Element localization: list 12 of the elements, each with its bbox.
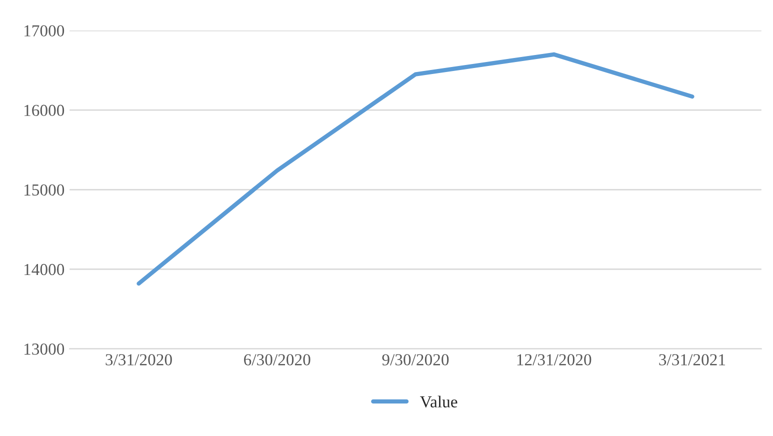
y-tick-label: 16000 — [24, 104, 64, 116]
y-tick-label: 14000 — [24, 264, 64, 276]
x-tick-label: 6/30/2020 — [244, 354, 310, 366]
line-series — [136, 52, 694, 286]
legend-label: Value — [420, 396, 458, 408]
x-tick-label: 9/30/2020 — [382, 354, 449, 366]
y-tick-label: 17000 — [24, 25, 64, 36]
x-tick-label: 12/31/2020 — [517, 354, 592, 366]
x-tick-label: 3/31/2020 — [106, 354, 172, 366]
y-tick-label: 15000 — [24, 184, 64, 196]
y-tick-label: 13000 — [24, 344, 64, 355]
x-tick-label: 3/31/2021 — [659, 354, 726, 366]
